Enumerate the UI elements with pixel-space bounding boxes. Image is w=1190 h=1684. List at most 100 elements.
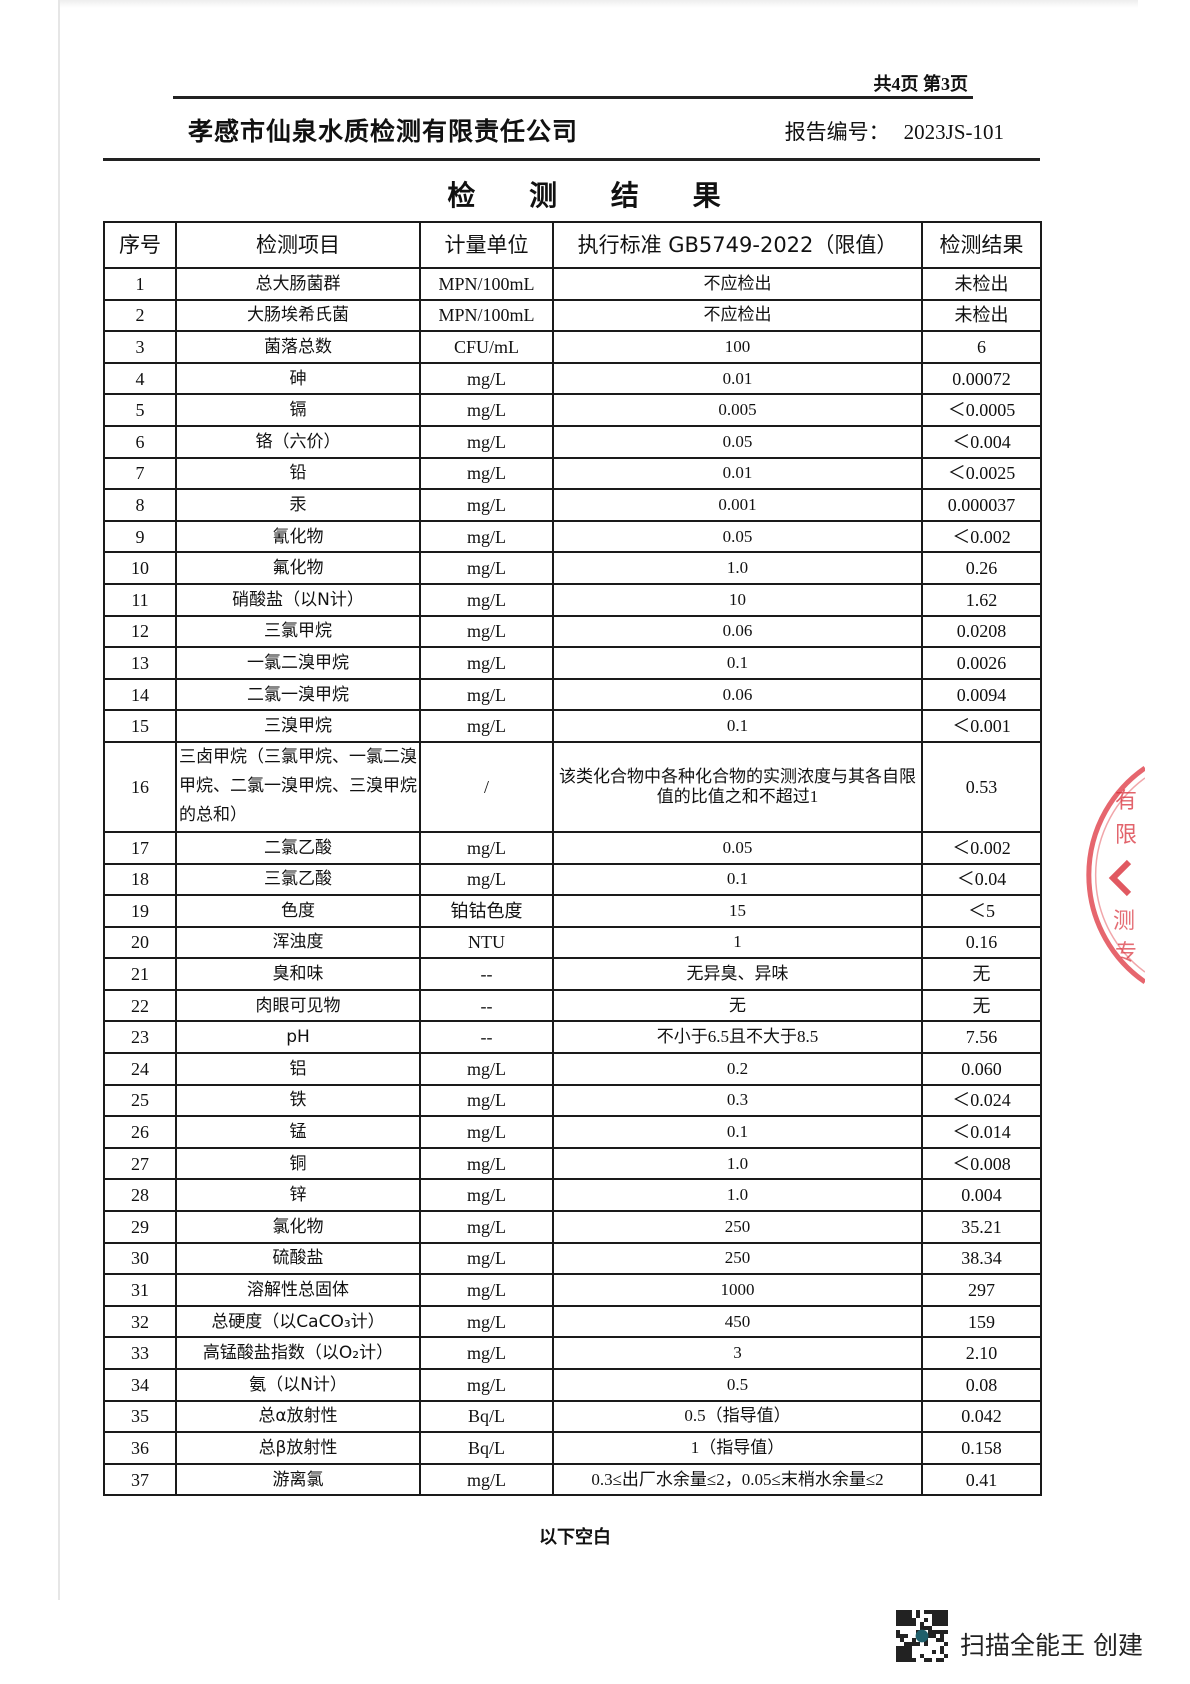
- unit: --: [419, 988, 554, 1023]
- row-number: 15: [103, 709, 177, 743]
- standard-limit: 不应检出: [552, 298, 923, 333]
- table-row: 23 pH -- 不小于6.5且不大于8.5 7.56: [103, 1020, 1042, 1055]
- table-row: 12 三氯甲烷 mg/L 0.06 0.0208: [103, 614, 1042, 649]
- test-result: 无: [921, 988, 1042, 1023]
- unit: Bq/L: [419, 1399, 554, 1434]
- test-item: 砷: [175, 361, 421, 396]
- test-result: 0.08: [921, 1368, 1042, 1402]
- table-row: 37 游离氯 mg/L 0.3≤出厂水余量≤2，0.05≤末梢水余量≤2 0.41: [103, 1462, 1042, 1497]
- test-item: 高锰酸盐指数（以O₂计）: [175, 1336, 421, 1370]
- test-item: 肉眼可见物: [175, 988, 421, 1023]
- svg-text:专: 专: [1115, 941, 1137, 966]
- test-item: 游离氯: [175, 1462, 421, 1497]
- test-item: 氯化物: [175, 1210, 421, 1244]
- standard-limit: 0.06: [552, 614, 923, 649]
- table-row: 31 溶解性总固体 mg/L 1000 297: [103, 1273, 1042, 1307]
- test-item: 色度: [175, 894, 421, 928]
- column-header: 检测项目: [175, 221, 421, 269]
- unit: mg/L: [419, 1336, 554, 1370]
- standard-limit: 1（指导值）: [552, 1431, 923, 1465]
- standard-limit: 3: [552, 1336, 923, 1370]
- svg-text:限: 限: [1115, 823, 1137, 848]
- test-result: 0.00072: [921, 361, 1042, 396]
- table-row: 18 三氯乙酸 mg/L 0.1 ＜0.04: [103, 862, 1042, 897]
- row-number: 7: [103, 456, 177, 491]
- standard-limit: 0.05: [552, 519, 923, 554]
- standard-limit: 不应检出: [552, 267, 923, 301]
- row-number: 32: [103, 1304, 177, 1339]
- table-row: 5 镉 mg/L 0.005 ＜0.0005: [103, 393, 1042, 427]
- table-row: 24 铝 mg/L 0.2 0.060: [103, 1052, 1042, 1086]
- report-number: 报告编号： 2023JS-101: [785, 116, 1004, 146]
- table-row: 2 大肠埃希氏菌 MPN/100mL 不应检出 未检出: [103, 298, 1042, 333]
- row-number: 20: [103, 925, 177, 960]
- unit: mg/L: [419, 709, 554, 743]
- test-result: 0.26: [921, 551, 1042, 585]
- standard-limit: 1: [552, 925, 923, 960]
- table-row: 13 一氯二溴甲烷 mg/L 0.1 0.0026: [103, 646, 1042, 680]
- company-stamp: 有 限 测 专: [1086, 765, 1145, 985]
- row-number: 23: [103, 1020, 177, 1055]
- row-number: 12: [103, 614, 177, 649]
- unit: mg/L: [419, 488, 554, 522]
- row-number: 6: [103, 424, 177, 459]
- standard-limit: 不小于6.5且不大于8.5: [552, 1020, 923, 1055]
- test-result: 38.34: [921, 1241, 1042, 1276]
- unit: mg/L: [419, 1210, 554, 1244]
- row-number: 10: [103, 551, 177, 585]
- table-row: 9 氰化物 mg/L 0.05 ＜0.002: [103, 519, 1042, 554]
- test-item: 总大肠菌群: [175, 267, 421, 301]
- test-result: 0.0094: [921, 677, 1042, 712]
- standard-limit: 0.2: [552, 1052, 923, 1086]
- row-number: 29: [103, 1210, 177, 1244]
- unit: mg/L: [419, 456, 554, 491]
- test-result: 35.21: [921, 1210, 1042, 1244]
- report-number-label: 报告编号：: [784, 120, 890, 144]
- unit: mg/L: [419, 830, 554, 865]
- qr-code-icon: [896, 1610, 948, 1662]
- table-row: 21 臭和味 -- 无异臭、异味无: [103, 957, 1042, 991]
- test-item: 总硬度（以CaCO₃计）: [175, 1304, 421, 1339]
- test-result: 0.042: [921, 1399, 1042, 1434]
- unit: mg/L: [419, 646, 554, 680]
- standard-limit: 0.3: [552, 1083, 923, 1118]
- unit: --: [419, 957, 554, 991]
- row-number: 19: [103, 894, 177, 928]
- standard-limit: 0.1: [552, 646, 923, 680]
- test-item: 二氯乙酸: [175, 830, 421, 865]
- test-result: 0.16: [921, 925, 1042, 960]
- unit: /: [419, 740, 554, 833]
- table-row: 36 总β放射性 Bq/L 1（指导值） 0.158: [103, 1431, 1042, 1465]
- unit: mg/L: [419, 1052, 554, 1086]
- end-note: 以下空白: [539, 1527, 611, 1548]
- test-item: 溶解性总固体: [175, 1273, 421, 1307]
- test-item: 氨（以N计）: [175, 1368, 421, 1402]
- unit: NTU: [419, 925, 554, 960]
- unit: mg/L: [419, 1368, 554, 1402]
- standard-limit: 0.5: [552, 1368, 923, 1402]
- standard-limit: 0.01: [552, 361, 923, 396]
- svg-text:有: 有: [1115, 789, 1137, 814]
- test-result: ＜5: [921, 894, 1042, 928]
- unit: mg/L: [419, 862, 554, 897]
- row-number: 36: [103, 1431, 177, 1465]
- test-result: ＜0.001: [921, 709, 1042, 743]
- table-row: 11 硝酸盐（以N计） mg/L 10 1.62: [103, 582, 1042, 617]
- standard-limit: 0.05: [552, 830, 923, 865]
- standard-limit: 1.0: [552, 1146, 923, 1181]
- unit: mg/L: [419, 551, 554, 585]
- test-item: 浑浊度: [175, 925, 421, 960]
- standard-limit: 450: [552, 1304, 923, 1339]
- row-number: 9: [103, 519, 177, 554]
- row-number: 13: [103, 646, 177, 680]
- table-row: 19 色度 铂钴色度 15 ＜5: [103, 894, 1042, 928]
- scanner-watermark: 扫描全能王 创建: [960, 1631, 1143, 1660]
- table-row: 10 氟化物 mg/L 1.0 0.26: [103, 551, 1042, 585]
- company-name: 孝感市仙泉水质检测有限责任公司: [188, 117, 579, 146]
- row-number: 30: [103, 1241, 177, 1276]
- test-result: ＜0.0005: [921, 393, 1042, 427]
- unit: mg/L: [419, 1241, 554, 1276]
- unit: 铂钴色度: [419, 894, 554, 928]
- row-number: 17: [103, 830, 177, 865]
- test-result: 0.41: [921, 1462, 1042, 1497]
